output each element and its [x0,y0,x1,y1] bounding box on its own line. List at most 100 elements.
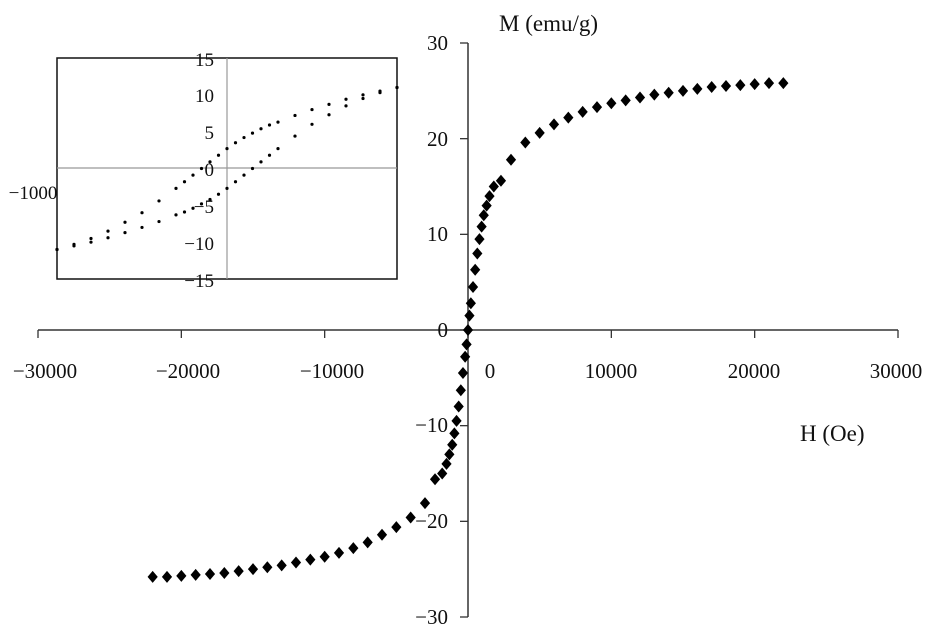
data-point [548,118,560,131]
data-point [481,199,492,212]
data-point [333,546,345,559]
y-tick-label: 0 [438,318,449,342]
data-point [262,561,273,574]
inset-y-tick-label: −10 [184,234,214,255]
data-point [692,82,703,95]
y-tick-label: 20 [427,127,448,151]
inset-data-point [157,199,161,203]
inset-data-point [267,123,272,127]
inset-data-point [276,147,280,151]
data-point [290,556,302,569]
data-point [591,101,603,114]
data-point [478,209,489,222]
inset-data-point [267,153,272,157]
inset-data-point [174,213,178,217]
data-point [190,568,201,581]
inset-y-tick-label: −15 [184,271,214,292]
data-point [465,297,476,310]
inset-data-point [250,131,255,135]
inset-data-point [395,85,399,90]
inset-y-tick-label: −5 [194,197,214,218]
y-tick-labels: 30 20 10 0 −10 −20 −30 [415,31,448,629]
inset-data-point [106,236,110,240]
data-point [495,174,507,187]
data-point [520,136,531,149]
data-point [778,77,789,90]
data-point [319,550,330,563]
data-point [453,400,464,413]
inset-data-point [140,225,144,230]
data-point [462,324,474,336]
inset-data-point [199,202,204,206]
inset-data-series [55,85,399,252]
data-point [176,569,187,582]
data-point [488,180,499,193]
data-point [606,97,617,110]
data-point [467,280,479,293]
data-point [649,88,660,101]
y-axis-title: M (emu/g) [499,11,598,36]
inset-data-point [293,134,297,138]
y-tick-label: −30 [415,605,448,629]
inset-data-point [259,160,263,164]
data-point [447,438,458,451]
data-point [451,414,462,427]
inset-data-point [106,229,110,233]
inset-data-point [208,160,212,164]
data-point [505,153,517,166]
data-point [444,448,455,461]
inset-data-point [199,166,204,171]
x-tick-label: 0 [485,359,496,383]
inset-data-point [378,91,382,95]
data-point [219,566,230,579]
y-tick-label: 10 [427,222,448,246]
inset-y-tick-label: 15 [195,50,214,71]
data-point [749,78,760,91]
inset-data-point [344,104,348,108]
inset-data-point [242,173,246,177]
inset-data-point [89,240,93,244]
data-point [449,427,460,440]
data-point [720,80,732,93]
data-point [429,473,441,486]
inset-data-point [191,206,195,210]
data-point [405,511,416,524]
inset-data-point [242,135,246,140]
data-point [577,105,588,118]
data-point [247,563,259,576]
inset-y-tick-label: 5 [205,123,215,144]
inset-data-point [174,186,178,190]
data-point [419,497,431,510]
data-point [534,126,545,139]
inset-data-point [182,210,187,214]
x-tick-label: −20000 [156,359,220,383]
y-tick-label: −20 [415,509,448,533]
inset-data-point [327,113,331,117]
inset-data-point [293,113,297,118]
data-point [461,338,472,351]
data-point [441,457,452,470]
inset-data-point [361,96,365,101]
data-point [563,111,574,124]
data-point [391,521,402,534]
data-point [455,384,466,397]
data-point [470,263,481,276]
inset-data-point [72,244,76,248]
inset-data-point [225,147,229,151]
data-point [161,570,173,583]
data-point [663,86,674,99]
inset-data-point [361,93,365,97]
main-data-series [147,77,789,583]
data-point [233,565,244,578]
y-tick-label: 30 [427,31,448,55]
inset-data-point [259,127,263,131]
data-point [464,309,475,322]
x-tick-label: 30000 [870,359,923,383]
inset-data-point [250,166,255,171]
data-point [472,247,483,260]
inset-y-tick-label: 0 [205,160,215,181]
inset-data-point [55,247,59,252]
inset-data-point [140,211,144,215]
inset-data-point [344,97,348,101]
